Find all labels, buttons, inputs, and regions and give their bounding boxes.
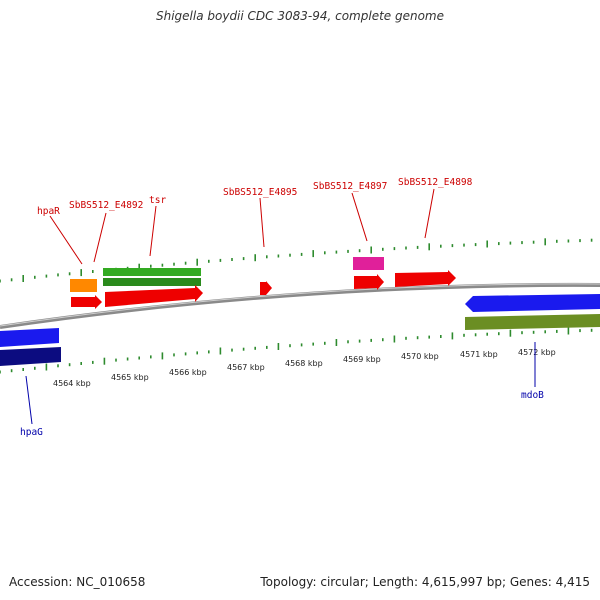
- outer-tick-track: [0, 238, 593, 283]
- gene-tsr-lower[interactable]: [103, 278, 201, 286]
- gene-sbbs512-e4897[interactable]: [353, 257, 384, 270]
- gene-hpag[interactable]: [0, 328, 59, 347]
- scale-label-4566: 4566 kbp: [169, 368, 207, 377]
- gene-label-mdob: mdoB: [521, 390, 544, 401]
- gene-sbbs512-e4892[interactable]: [71, 295, 102, 309]
- gene-sbbs512-e4898[interactable]: [395, 270, 456, 287]
- gene-label-tsr: tsr: [149, 195, 166, 206]
- gene-label-sbbs512-e4898: SbBS512_E4898: [398, 177, 473, 188]
- leader-line-sbbs512-e4892: [93, 212, 107, 263]
- leader-line-sbbs512-e4897: [351, 192, 368, 242]
- scale-label-4570: 4570 kbp: [401, 352, 439, 361]
- gene-blue-reverse[interactable]: [465, 294, 600, 312]
- gene-hpar[interactable]: [70, 279, 97, 292]
- genome-backbone: [0, 282, 600, 329]
- gene-sbbs512-e4895[interactable]: [260, 281, 272, 295]
- leader-line-hpag: [25, 375, 33, 425]
- leader-line-tsr: [149, 205, 157, 257]
- gene-label-hpar: hpaR: [37, 206, 60, 217]
- gene-red-forward-mid[interactable]: [354, 274, 384, 290]
- genome-stats-text: Topology: circular; Length: 4,615,997 bp…: [260, 575, 590, 589]
- scale-label-4565: 4565 kbp: [111, 373, 149, 382]
- scale-label-4572: 4572 kbp: [518, 348, 556, 357]
- gene-tsr-upper[interactable]: [103, 268, 201, 276]
- accession-text: Accession: NC_010658: [9, 575, 146, 589]
- gene-label-sbbs512-e4895: SbBS512_E4895: [223, 187, 297, 198]
- gene-mdob[interactable]: [465, 314, 600, 330]
- gene-label-sbbs512-e4897: SbBS512_E4897: [313, 181, 387, 192]
- scale-label-4571: 4571 kbp: [460, 350, 498, 359]
- gene-label-sbbs512-e4892: SbBS512_E4892: [69, 200, 143, 211]
- genome-backbone-highlight: [0, 283, 600, 327]
- leader-line-hpar: [49, 215, 83, 265]
- map-title: Shigella boydii CDC 3083-94, complete ge…: [155, 9, 445, 23]
- leader-line-sbbs512-e4898: [424, 188, 435, 239]
- inner-tick-track: [0, 327, 593, 374]
- scale-label-4569: 4569 kbp: [343, 355, 381, 364]
- scale-label-4564: 4564 kbp: [53, 379, 91, 388]
- leader-line-sbbs512-e4895: [259, 197, 265, 248]
- gene-label-hpag: hpaG: [20, 427, 43, 438]
- gene-navy-reverse[interactable]: [0, 347, 61, 366]
- scale-label-4568: 4568 kbp: [285, 359, 323, 368]
- gene-red-forward-long[interactable]: [105, 285, 203, 307]
- scale-label-4567: 4567 kbp: [227, 363, 265, 372]
